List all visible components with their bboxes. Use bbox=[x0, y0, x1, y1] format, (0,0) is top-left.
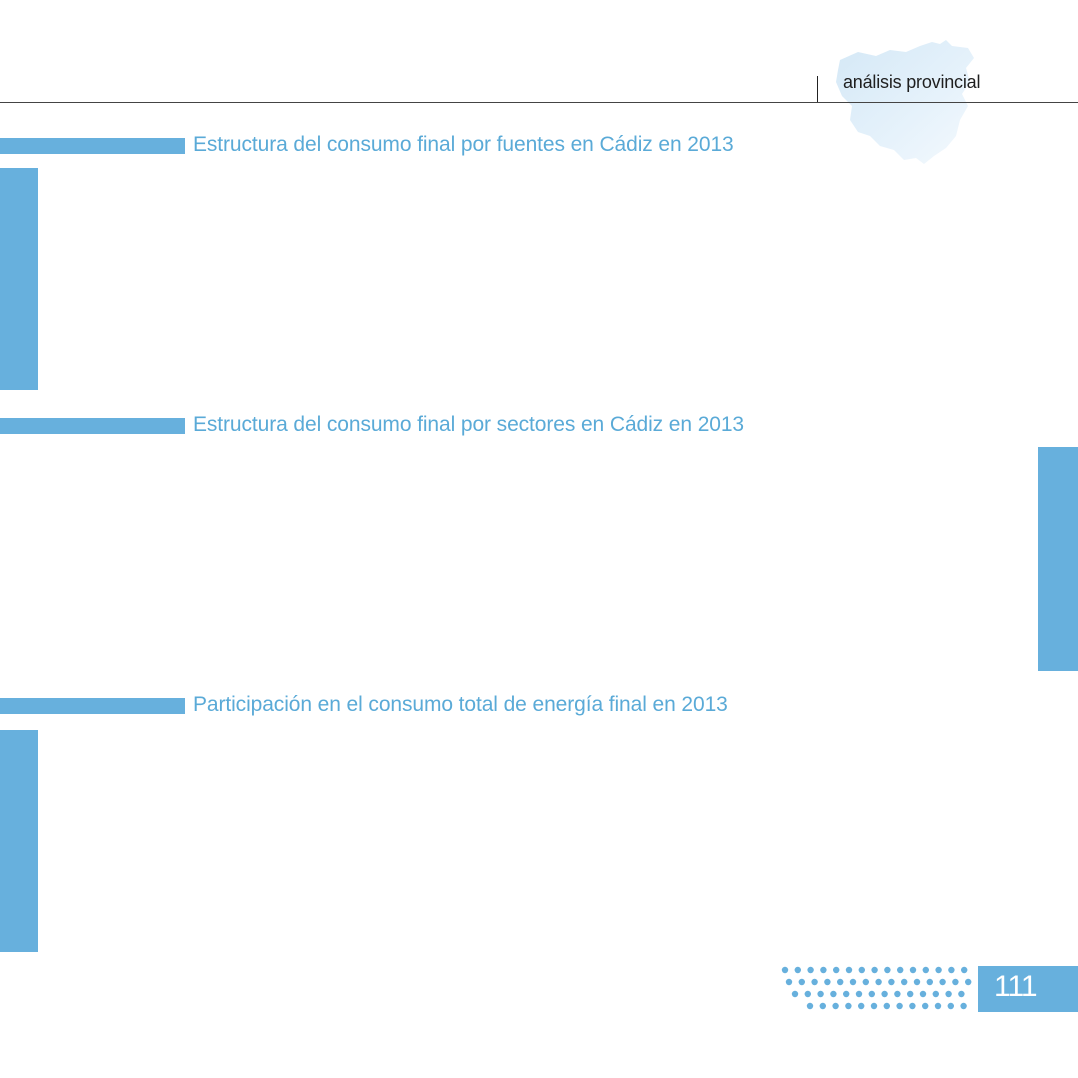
decorative-dot bbox=[897, 966, 904, 974]
decorative-dot bbox=[837, 978, 844, 986]
page-number: 111 bbox=[994, 970, 1038, 1003]
decorative-dot bbox=[952, 978, 959, 986]
decorative-dot bbox=[830, 990, 837, 998]
decorative-dot bbox=[896, 1002, 903, 1010]
decorative-dot bbox=[824, 978, 831, 986]
decorative-dot bbox=[948, 966, 955, 974]
decorative-dot bbox=[947, 1002, 954, 1010]
decorative-dot bbox=[909, 1002, 916, 1010]
header-section-label: análisis provincial bbox=[843, 72, 981, 92]
header-separator bbox=[817, 76, 818, 102]
decorative-dot bbox=[958, 990, 965, 998]
decorative-dot bbox=[965, 978, 972, 986]
decorative-dot bbox=[888, 978, 895, 986]
decorative-dot bbox=[811, 978, 818, 986]
section-1-title-bar bbox=[0, 138, 185, 154]
decorative-dot bbox=[961, 966, 968, 974]
decorative-dot bbox=[798, 978, 805, 986]
decorative-dot bbox=[791, 990, 799, 998]
section-2-side-bar bbox=[1038, 447, 1078, 671]
page-number-box bbox=[978, 966, 1078, 1012]
decorative-dot bbox=[945, 990, 952, 998]
decorative-dot bbox=[901, 978, 908, 986]
decorative-dot bbox=[926, 978, 933, 986]
decorative-dot bbox=[922, 966, 929, 974]
decorative-dot bbox=[785, 978, 793, 986]
decorative-dot bbox=[781, 966, 789, 974]
decorative-dot bbox=[862, 978, 869, 986]
decorative-dot bbox=[960, 1002, 967, 1010]
decorative-dot bbox=[913, 978, 921, 986]
decorative-dot bbox=[855, 990, 863, 998]
section-3-side-bar bbox=[0, 730, 38, 952]
decorative-dot bbox=[819, 1002, 826, 1010]
decorative-dot bbox=[868, 990, 875, 998]
decorative-dot bbox=[934, 1002, 942, 1010]
decorative-dot bbox=[884, 966, 891, 974]
decorative-dot bbox=[794, 966, 801, 974]
province-map-watermark bbox=[836, 40, 974, 164]
decorative-dot bbox=[935, 966, 942, 974]
decorative-dot bbox=[845, 966, 853, 974]
decorative-dot bbox=[922, 1002, 929, 1010]
decorative-dot bbox=[833, 966, 840, 974]
decorative-dot bbox=[894, 990, 901, 998]
decorative-dot bbox=[875, 978, 882, 986]
section-3-title: Participación en el consumo total de ene… bbox=[193, 693, 728, 716]
decorative-dot-pattern bbox=[781, 966, 972, 1010]
decorative-dot bbox=[832, 1002, 839, 1010]
decorative-dot bbox=[939, 978, 946, 986]
decorative-dot bbox=[820, 966, 827, 974]
decorative-dot bbox=[858, 966, 865, 974]
decorative-dot bbox=[807, 966, 814, 974]
decorative-dot bbox=[804, 990, 811, 998]
section-2-title-bar bbox=[0, 418, 185, 434]
decorative-dot bbox=[871, 966, 878, 974]
section-2-title: Estructura del consumo final por sectore… bbox=[193, 413, 745, 436]
decorative-dot bbox=[845, 1002, 852, 1010]
header-rule bbox=[0, 102, 1078, 103]
decorative-dot bbox=[870, 1002, 878, 1010]
section-1-side-bar bbox=[0, 168, 38, 390]
decorative-dot bbox=[817, 990, 824, 998]
section-1-title: Estructura del consumo final por fuentes… bbox=[193, 133, 734, 156]
decorative-dot bbox=[881, 990, 888, 998]
decorative-dot bbox=[919, 990, 927, 998]
decorative-dot bbox=[932, 990, 939, 998]
decorative-dot bbox=[909, 966, 917, 974]
decorative-dot bbox=[843, 990, 850, 998]
decorative-dot bbox=[883, 1002, 890, 1010]
section-3-title-bar bbox=[0, 698, 185, 714]
decorative-dot bbox=[858, 1002, 865, 1010]
decorative-dot bbox=[849, 978, 857, 986]
decorative-dot bbox=[806, 1002, 814, 1010]
decorative-dot bbox=[907, 990, 914, 998]
